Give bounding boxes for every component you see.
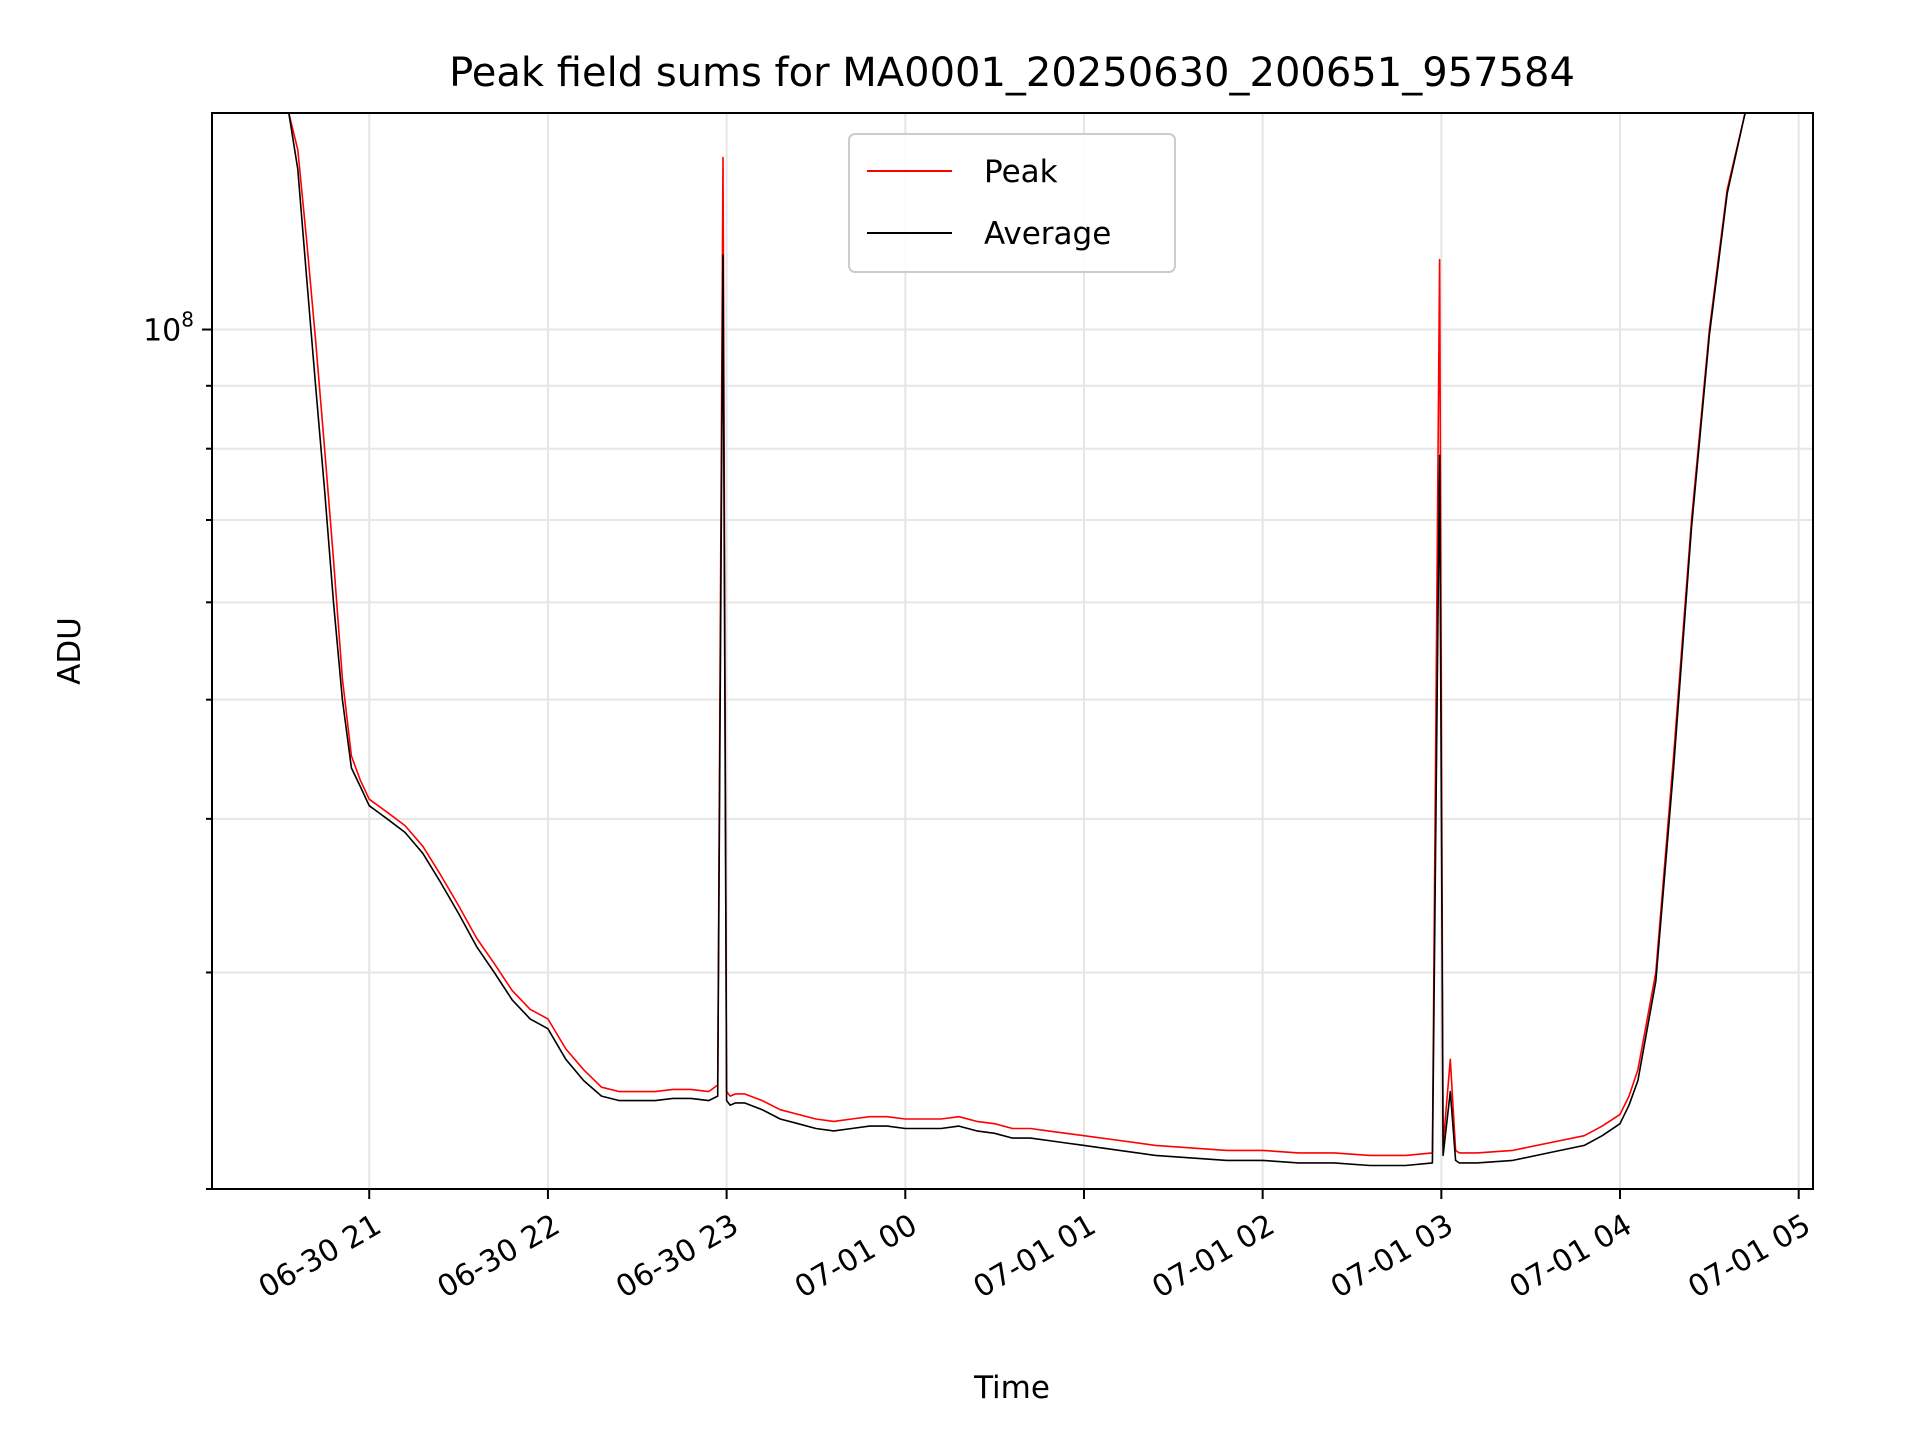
legend-label-peak: Peak xyxy=(984,154,1058,190)
legend-label-average: Average xyxy=(984,216,1111,252)
legend-box xyxy=(848,133,1176,273)
plot-frame xyxy=(211,112,1814,1190)
y-axis-label: ADU xyxy=(52,617,88,685)
x-axis-label: Time xyxy=(973,1370,1050,1406)
series-line-peak xyxy=(212,113,1799,1157)
chart-title: Peak field sums for MA0001_20250630_2006… xyxy=(449,50,1575,96)
series-line-average xyxy=(212,113,1799,1167)
legend: Peak Average xyxy=(848,133,1176,273)
plot-layer xyxy=(212,113,1799,1167)
